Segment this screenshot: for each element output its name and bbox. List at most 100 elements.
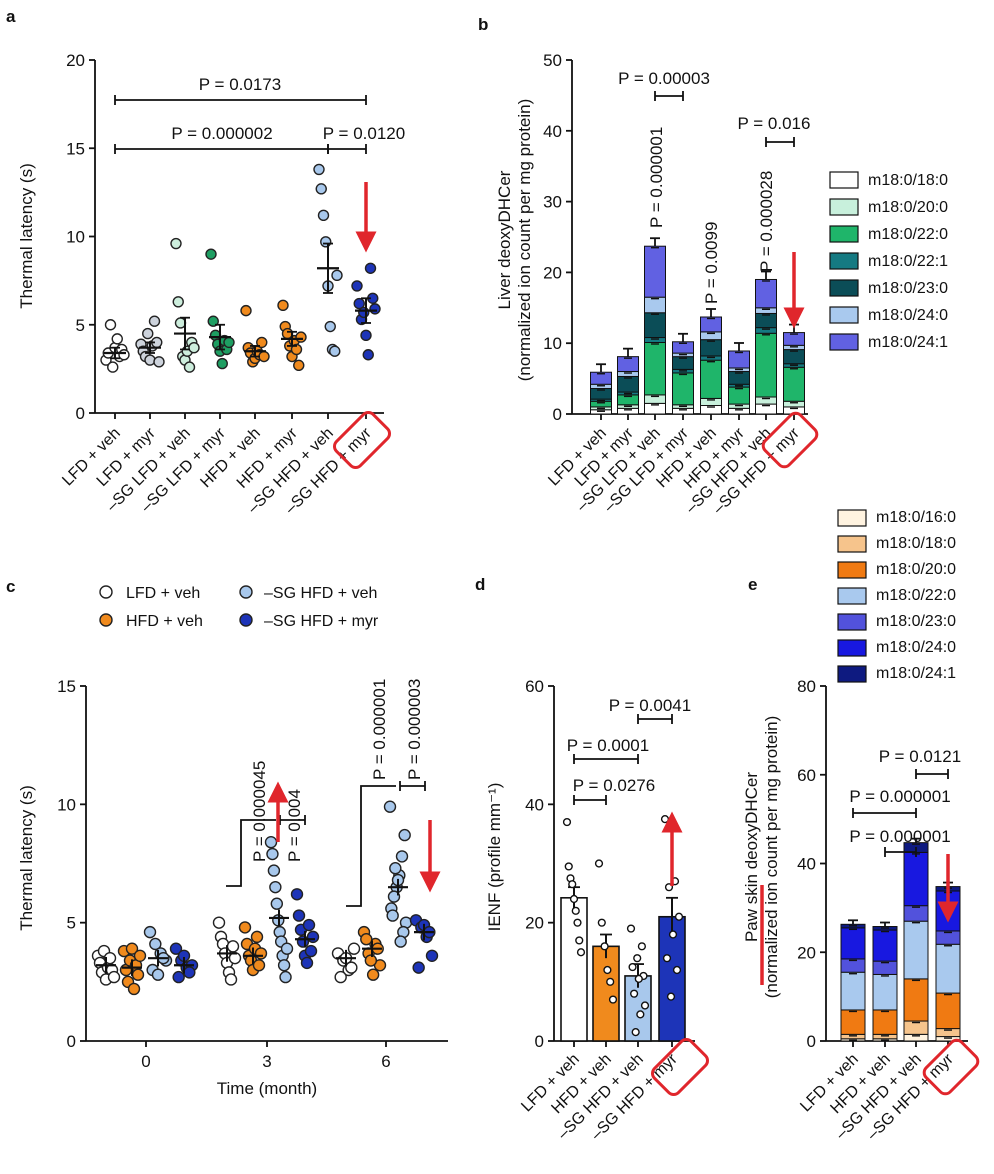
b-legend-label-5: m18:0/23:0 [868,280,948,297]
c-legend-marker [99,613,113,627]
c-bracket-6mo [346,785,396,907]
c-y-tick-label: 10 [57,795,76,814]
c-legend: LFD + veh HFD + veh –SG HFD + veh –SG HF… [126,585,379,630]
e-bar-segment [872,929,898,962]
d-bar [592,945,620,1042]
b-legend-swatch [829,225,859,243]
c-legend-label-3: –SG HFD + veh [264,585,377,602]
c-data-point [264,836,278,849]
c-data-point [345,961,358,974]
c-data-point [172,970,185,984]
panel-label-e: e [748,575,757,594]
d-data-point [633,954,642,963]
c-data-point [306,930,320,944]
c-pval-2: P = 0.004 [285,789,304,862]
e-bar-segment [872,1033,898,1040]
b-legend-swatch [829,306,859,324]
d-data-point [666,992,676,1001]
d-y-tick-label: 0 [535,1032,544,1051]
b-y-tick-label: 20 [543,263,562,282]
e-bar-segment [840,1009,866,1035]
b-legend-swatch [829,279,859,297]
c-data-point [266,847,279,861]
b-legend-label-2: m18:0/20:0 [868,199,948,216]
b-pval-3: P = 0.0099 [702,222,721,304]
a-data-point [360,329,372,342]
b-bar-segment [700,316,722,333]
d-data-point [608,995,618,1004]
c-legend-marker [239,585,253,599]
d-data-point [668,930,678,939]
a-y-tick-label: 5 [76,316,85,335]
c-data-point [302,918,316,932]
c-data-point [224,973,238,986]
b-legend-swatch [829,171,859,189]
b-legend-swatch [829,198,859,216]
d-highlight-box [650,1037,710,1097]
e-bar-segment [872,1009,898,1035]
b-ylabel-line1: Liver deoxyDHCer [495,170,514,309]
e-legend-swatch [837,665,867,683]
c-data-point [127,982,141,996]
d-data-point [594,859,604,868]
c-data-point [131,968,145,981]
e-legend-label-2: m18:0/18:0 [876,535,956,552]
c-data-point [238,921,252,934]
e-bar-segment [935,992,961,1030]
d-data-point [606,977,615,986]
e-legend-swatch [837,561,867,579]
a-data-point [329,345,341,357]
e-ylabel-line2: (normalized ion count per mg protein) [762,716,781,999]
a-y-tick-label: 10 [66,228,85,247]
c-data-point [151,968,165,981]
e-legend-label-4: m18:0/22:0 [876,587,956,604]
d-data-point [630,989,639,998]
e-legend-label-1: m18:0/16:0 [876,509,956,526]
c-data-point [143,925,157,939]
a-data-point [324,320,336,333]
b-y-tick-label: 10 [543,334,562,353]
c-data-point [267,864,281,877]
c-y-tick-label: 5 [67,914,76,933]
d-data-point [576,948,586,957]
b-bar-segment [617,356,639,373]
b-y-tick-label: 30 [543,193,562,212]
a-data-point [148,315,161,327]
b-y-tick-label: 50 [543,51,562,70]
a-data-point [142,327,154,340]
d-data-point [562,817,572,827]
e-legend-label-3: m18:0/20:0 [876,561,956,578]
c-data-point [250,930,264,944]
d-data-point [569,894,579,904]
c-data-point [387,890,401,903]
d-data-point [564,862,573,871]
a-data-point [188,341,200,354]
d-y-tick-label: 40 [525,795,544,814]
d-pval-3: P = 0.0276 [573,776,655,795]
c-legend-marker [99,585,113,599]
a-data-point [107,361,119,373]
a-data-point [205,248,217,260]
e-bar-segment [903,905,929,922]
d-data-point [637,942,646,951]
c-data-point [226,940,240,953]
e-bar-segment [840,971,866,1011]
b-bar-segment [700,339,722,357]
c-data-point [360,933,373,946]
a-data-point [153,356,165,368]
e-y-tick-label: 0 [807,1032,816,1051]
b-pval-4: P = 0.016 [738,114,811,133]
d-data-point [672,965,682,975]
a-data-point [320,236,332,248]
a-data-point [118,349,130,361]
b-legend-swatch [829,333,859,351]
b-bar-segment [672,372,694,406]
panel-label-d: d [475,575,485,594]
e-bar-segment [903,851,929,907]
b-bar-segment [644,341,666,396]
c-annotations: P = 0.000045 P = 0.004 P = 0.000001 P = … [250,679,424,862]
b-pval-1: P = 0.00003 [618,69,710,88]
c-xlabel: Time (month) [217,1079,317,1098]
b-bar-segment [644,312,666,339]
d-data-point [571,906,580,915]
